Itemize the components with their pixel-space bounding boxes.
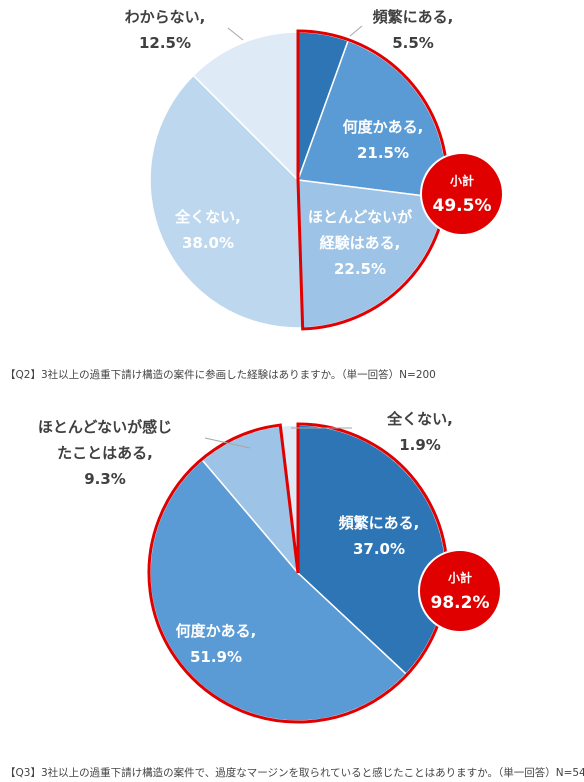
subtotal-value: 49.5% [433, 196, 492, 216]
slice-label: 全くない, 38.0% [174, 208, 241, 252]
subtotal-badge [420, 152, 504, 236]
pie-slice [192, 31, 299, 182]
chart2-caption: 【Q3】3社以上の過重下請け構造の案件で、過度なマージンを取られていると感じたこ… [5, 767, 584, 779]
slice-label: わからない, 12.5% [125, 8, 206, 52]
slice-label: 全くない, 1.9% [386, 410, 453, 454]
leader-line [349, 25, 363, 37]
highlight-outline [147, 422, 449, 724]
slice-label: 頻繁にある, 5.5% [373, 8, 454, 52]
slice-label: ほとんどないが経験はある, 22.5% [308, 208, 413, 278]
pie-slice [149, 74, 304, 329]
leader-line [227, 27, 244, 41]
leader-line [204, 437, 251, 449]
slice-label: 頻繁にある, 37.0% [339, 514, 420, 558]
subtotal-value: 98.2% [431, 593, 490, 613]
subtotal-badge [418, 549, 502, 633]
pie-chart-2: 小計 98.2% [147, 422, 502, 724]
subtotal-label: 小計 [450, 173, 474, 188]
slice-label: 何度かある, 51.9% [176, 622, 257, 666]
slice-label: ほとんどないが感じたことはある, 9.3% [38, 418, 172, 488]
chart1-caption: 【Q2】3社以上の過重下請け構造の案件に参画した経験はありますか。（単一回答）N… [5, 369, 436, 381]
pie-chart-1: 小計 49.5% [149, 25, 504, 331]
slice-label: 何度かある, 21.5% [343, 118, 424, 162]
subtotal-label: 小計 [448, 570, 472, 585]
